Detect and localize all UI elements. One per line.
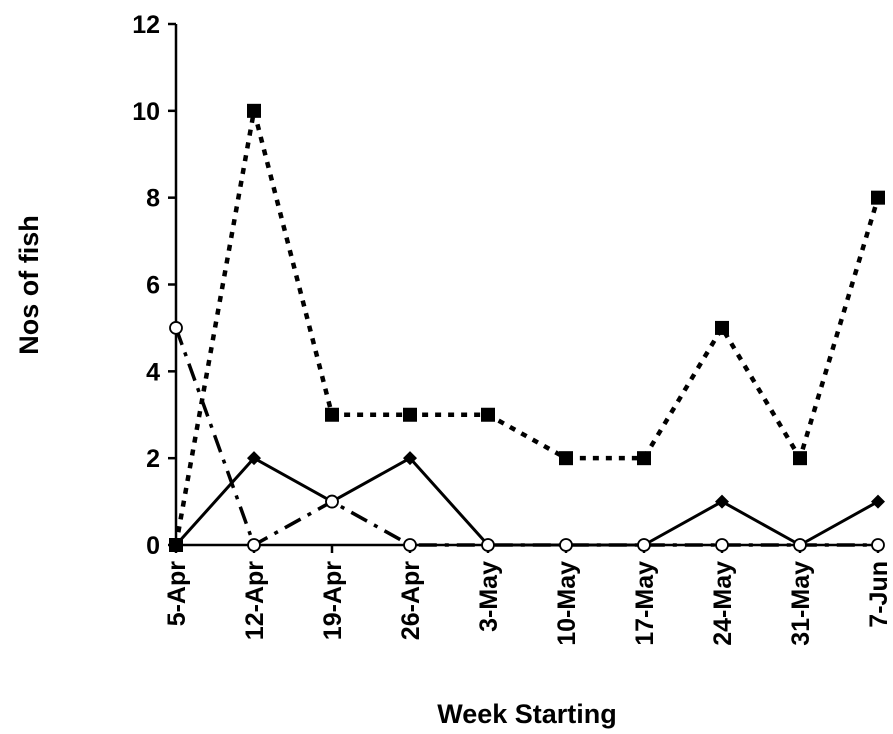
series-line-1 bbox=[173, 108, 881, 546]
x-tick-label: 10-May bbox=[553, 561, 581, 646]
x-tick-label: 12-Apr bbox=[241, 561, 269, 640]
diamond-marker bbox=[169, 538, 183, 552]
y-tick-label: 10 bbox=[132, 98, 160, 126]
circle-marker bbox=[481, 538, 495, 552]
x-tick-label: 5-Apr bbox=[163, 561, 191, 627]
square-marker bbox=[403, 407, 417, 422]
x-tick-label: 17-May bbox=[631, 561, 659, 646]
x-tick-label: 24-May bbox=[709, 561, 737, 646]
square-marker bbox=[559, 451, 573, 466]
x-tick-label: 31-May bbox=[787, 561, 815, 646]
square-marker bbox=[637, 451, 651, 466]
y-axis-ticks: 0 2 4 6 8 10 12 bbox=[132, 11, 176, 560]
square-marker bbox=[793, 451, 807, 466]
diamond-marker bbox=[715, 494, 729, 509]
y-axis-label: Nos of fish bbox=[14, 215, 44, 355]
circle-marker bbox=[559, 538, 573, 552]
square-marker bbox=[871, 190, 885, 205]
x-axis-ticks: 5-Apr 12-Apr 19-Apr 26-Apr 3-May 10-May 17-May… bbox=[163, 545, 893, 646]
diamond-marker bbox=[247, 451, 261, 466]
y-tick-label: 0 bbox=[146, 532, 160, 560]
y-tick-label: 2 bbox=[146, 445, 160, 473]
axes bbox=[174, 24, 878, 547]
x-tick-label: 19-Apr bbox=[319, 561, 347, 640]
y-tick-label: 12 bbox=[132, 11, 160, 39]
x-tick-label: 26-Apr bbox=[397, 561, 425, 640]
x-tick-label: 3-May bbox=[475, 561, 503, 632]
circle-marker bbox=[247, 538, 261, 552]
circle-marker bbox=[637, 538, 651, 552]
circle-marker bbox=[793, 538, 807, 552]
series-line-2 bbox=[174, 456, 879, 547]
y-tick-label: 4 bbox=[146, 358, 160, 386]
x-axis-label: Week Starting bbox=[437, 699, 617, 729]
y-tick-label: 8 bbox=[146, 185, 160, 213]
circle-marker bbox=[871, 538, 885, 552]
diamond-marker bbox=[403, 451, 417, 466]
series-line-3 bbox=[174, 327, 878, 547]
diamond-marker bbox=[871, 494, 885, 509]
circle-marker bbox=[715, 538, 729, 552]
square-marker bbox=[481, 407, 495, 422]
y-tick-label: 6 bbox=[146, 272, 160, 300]
series-layer bbox=[169, 103, 885, 552]
circle-marker bbox=[403, 538, 417, 552]
x-tick-label: 7-Jun bbox=[865, 561, 893, 628]
square-marker bbox=[715, 320, 729, 335]
circle-marker bbox=[325, 494, 339, 509]
square-marker bbox=[247, 103, 261, 118]
circle-marker bbox=[169, 321, 183, 335]
square-marker bbox=[325, 407, 339, 422]
